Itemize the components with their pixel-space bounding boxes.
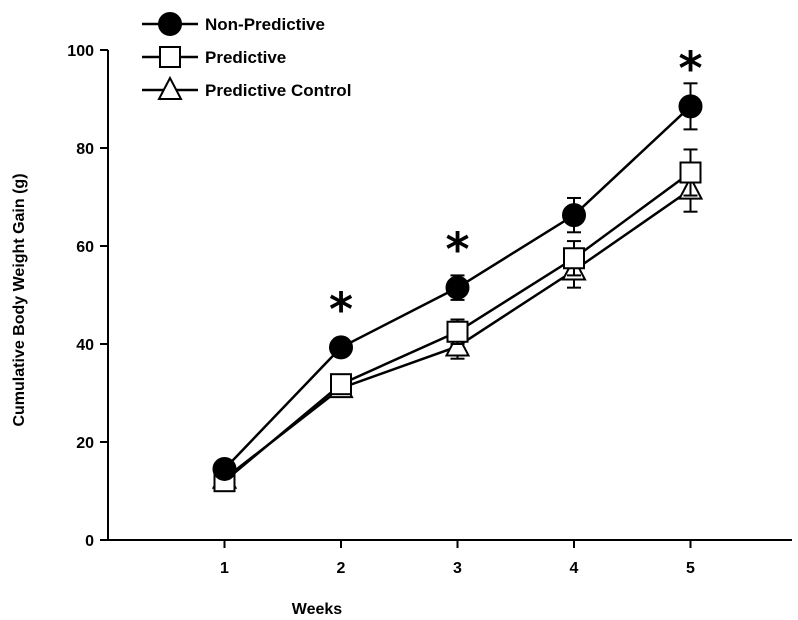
significance-asterisk: *	[329, 282, 353, 336]
significance-asterisk: *	[445, 223, 469, 277]
data-point	[330, 373, 352, 396]
x-tick-label: 5	[686, 560, 695, 577]
data-point	[212, 456, 237, 481]
legend: Non-Predictive Predictive Predictive Contr…	[142, 12, 351, 100]
data-point	[563, 247, 585, 270]
data-point	[446, 320, 469, 343]
data-point	[679, 161, 702, 184]
x-axis-label: Weeks	[292, 601, 343, 618]
y-tick-label: 60	[76, 239, 94, 256]
legend-marker	[157, 75, 183, 100]
x-tick-label: 1	[220, 560, 229, 577]
data-point	[445, 275, 470, 300]
legend-marker	[158, 12, 182, 36]
legend-item: Predictive Control	[142, 75, 351, 100]
data-point	[562, 203, 586, 228]
data-point	[678, 94, 703, 119]
y-tick-label: 80	[76, 141, 94, 158]
x-tick-label: 2	[337, 560, 346, 577]
x-tick-label: 3	[453, 560, 462, 577]
legend-label: Predictive Control	[205, 81, 351, 100]
legend-item: Predictive	[142, 46, 286, 68]
significance-asterisk: *	[678, 41, 702, 95]
y-tick-label: 20	[76, 435, 94, 452]
y-tick-label: 100	[67, 43, 94, 60]
legend-label: Predictive	[205, 48, 286, 67]
legend-item: Non-Predictive	[142, 12, 325, 36]
data-point	[329, 335, 353, 360]
y-tick-label: 40	[76, 337, 94, 354]
legend-label: Non-Predictive	[205, 15, 325, 34]
series-layer	[211, 82, 704, 493]
axes: 0 20 40 60 80 100 1 2 3 4 5	[67, 43, 792, 577]
annotation-layer: * * *	[329, 41, 703, 336]
y-tick-label: 0	[85, 533, 94, 550]
series-predictive	[213, 148, 702, 493]
y-axis-label: Cumulative Body Weight Gain (g)	[11, 173, 28, 426]
legend-marker	[159, 46, 181, 68]
series-non-predictive	[212, 82, 703, 481]
x-tick-label: 4	[570, 560, 579, 577]
